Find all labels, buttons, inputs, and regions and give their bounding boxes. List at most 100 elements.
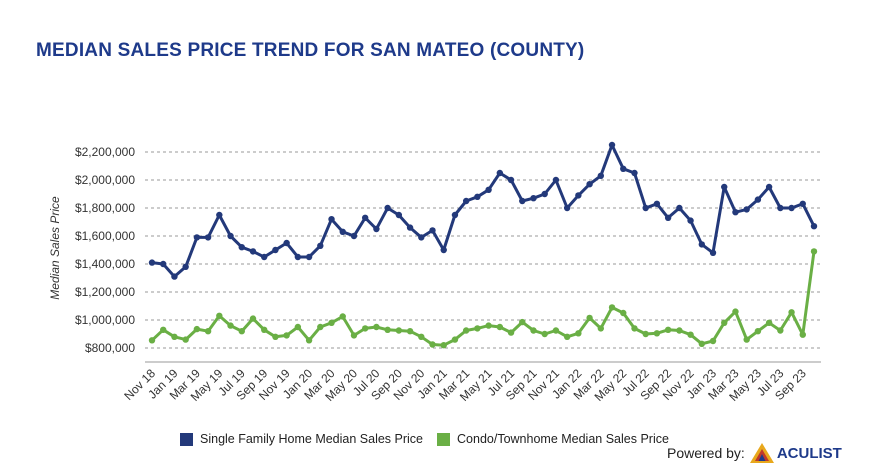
- data-point[interactable]: [418, 333, 425, 340]
- data-point[interactable]: [698, 340, 705, 347]
- data-point[interactable]: [530, 327, 537, 334]
- data-point[interactable]: [631, 325, 638, 332]
- data-point[interactable]: [305, 337, 313, 344]
- data-point[interactable]: [754, 328, 762, 335]
- data-point[interactable]: [676, 327, 683, 334]
- data-point[interactable]: [328, 319, 335, 326]
- data-point[interactable]: [620, 165, 627, 172]
- data-point[interactable]: [653, 330, 661, 337]
- data-point[interactable]: [709, 249, 717, 256]
- data-point[interactable]: [317, 323, 324, 331]
- data-point[interactable]: [160, 260, 167, 268]
- data-point[interactable]: [676, 204, 683, 212]
- data-point[interactable]: [496, 169, 504, 177]
- data-point[interactable]: [204, 328, 212, 335]
- data-point[interactable]: [171, 273, 178, 280]
- data-point[interactable]: [563, 204, 571, 212]
- data-point[interactable]: [283, 239, 290, 247]
- data-point[interactable]: [575, 192, 582, 199]
- data-point[interactable]: [799, 200, 806, 207]
- data-point[interactable]: [429, 227, 436, 234]
- data-point[interactable]: [642, 330, 649, 338]
- data-point[interactable]: [541, 190, 548, 198]
- data-point[interactable]: [148, 337, 156, 344]
- data-point[interactable]: [810, 248, 818, 255]
- legend-item-single-family[interactable]: Single Family Home Median Sales Price: [180, 432, 423, 446]
- data-point[interactable]: [507, 176, 515, 184]
- data-point[interactable]: [496, 323, 504, 331]
- data-point[interactable]: [474, 193, 481, 200]
- data-point[interactable]: [462, 327, 470, 334]
- data-point[interactable]: [227, 232, 234, 240]
- data-point[interactable]: [485, 186, 492, 193]
- data-point[interactable]: [328, 216, 335, 223]
- data-point[interactable]: [799, 331, 806, 338]
- data-point[interactable]: [216, 211, 223, 219]
- data-point[interactable]: [193, 234, 201, 241]
- data-point[interactable]: [406, 224, 414, 231]
- data-point[interactable]: [664, 214, 672, 221]
- data-point[interactable]: [373, 323, 380, 331]
- data-point[interactable]: [182, 263, 189, 270]
- data-point[interactable]: [552, 176, 560, 184]
- data-point[interactable]: [384, 326, 391, 333]
- data-point[interactable]: [788, 204, 795, 212]
- data-point[interactable]: [160, 326, 167, 333]
- data-point[interactable]: [350, 332, 358, 339]
- data-point[interactable]: [395, 327, 403, 334]
- data-point[interactable]: [395, 211, 403, 219]
- data-point[interactable]: [406, 328, 414, 335]
- data-point[interactable]: [350, 232, 358, 240]
- data-point[interactable]: [552, 327, 560, 334]
- data-point[interactable]: [440, 246, 447, 254]
- data-point[interactable]: [272, 246, 279, 254]
- data-point[interactable]: [597, 172, 605, 179]
- data-point[interactable]: [608, 304, 616, 311]
- data-point[interactable]: [451, 336, 459, 343]
- data-point[interactable]: [575, 330, 582, 337]
- data-point[interactable]: [732, 308, 739, 315]
- data-point[interactable]: [788, 309, 795, 316]
- data-point[interactable]: [451, 211, 459, 219]
- data-point[interactable]: [721, 183, 728, 191]
- data-point[interactable]: [193, 325, 201, 333]
- data-point[interactable]: [339, 313, 346, 320]
- data-point[interactable]: [474, 325, 481, 332]
- data-point[interactable]: [754, 196, 762, 203]
- data-point[interactable]: [732, 209, 739, 216]
- data-point[interactable]: [171, 333, 178, 340]
- data-point[interactable]: [709, 337, 717, 345]
- data-point[interactable]: [373, 225, 380, 233]
- data-point[interactable]: [519, 318, 526, 326]
- data-point[interactable]: [810, 223, 818, 230]
- data-point[interactable]: [507, 329, 515, 336]
- data-point[interactable]: [440, 342, 447, 349]
- data-point[interactable]: [339, 228, 346, 235]
- data-point[interactable]: [261, 253, 268, 261]
- data-point[interactable]: [777, 327, 784, 334]
- data-point[interactable]: [541, 330, 548, 338]
- data-point[interactable]: [765, 319, 773, 326]
- data-point[interactable]: [530, 195, 537, 202]
- data-point[interactable]: [777, 204, 784, 212]
- data-point[interactable]: [642, 204, 649, 212]
- data-point[interactable]: [317, 242, 324, 249]
- legend-item-condo[interactable]: Condo/Townhome Median Sales Price: [437, 432, 669, 446]
- data-point[interactable]: [272, 333, 279, 340]
- data-point[interactable]: [664, 326, 672, 333]
- data-point[interactable]: [294, 253, 302, 261]
- data-point[interactable]: [182, 336, 189, 343]
- data-point[interactable]: [361, 214, 369, 221]
- data-point[interactable]: [429, 341, 436, 348]
- data-point[interactable]: [743, 336, 750, 343]
- data-point[interactable]: [261, 326, 268, 333]
- data-point[interactable]: [462, 197, 470, 205]
- data-point[interactable]: [283, 332, 290, 339]
- data-point[interactable]: [687, 331, 694, 338]
- data-point[interactable]: [227, 322, 234, 329]
- data-point[interactable]: [765, 183, 773, 191]
- data-point[interactable]: [608, 141, 616, 149]
- data-point[interactable]: [653, 200, 661, 207]
- data-point[interactable]: [485, 322, 492, 329]
- data-point[interactable]: [631, 169, 638, 177]
